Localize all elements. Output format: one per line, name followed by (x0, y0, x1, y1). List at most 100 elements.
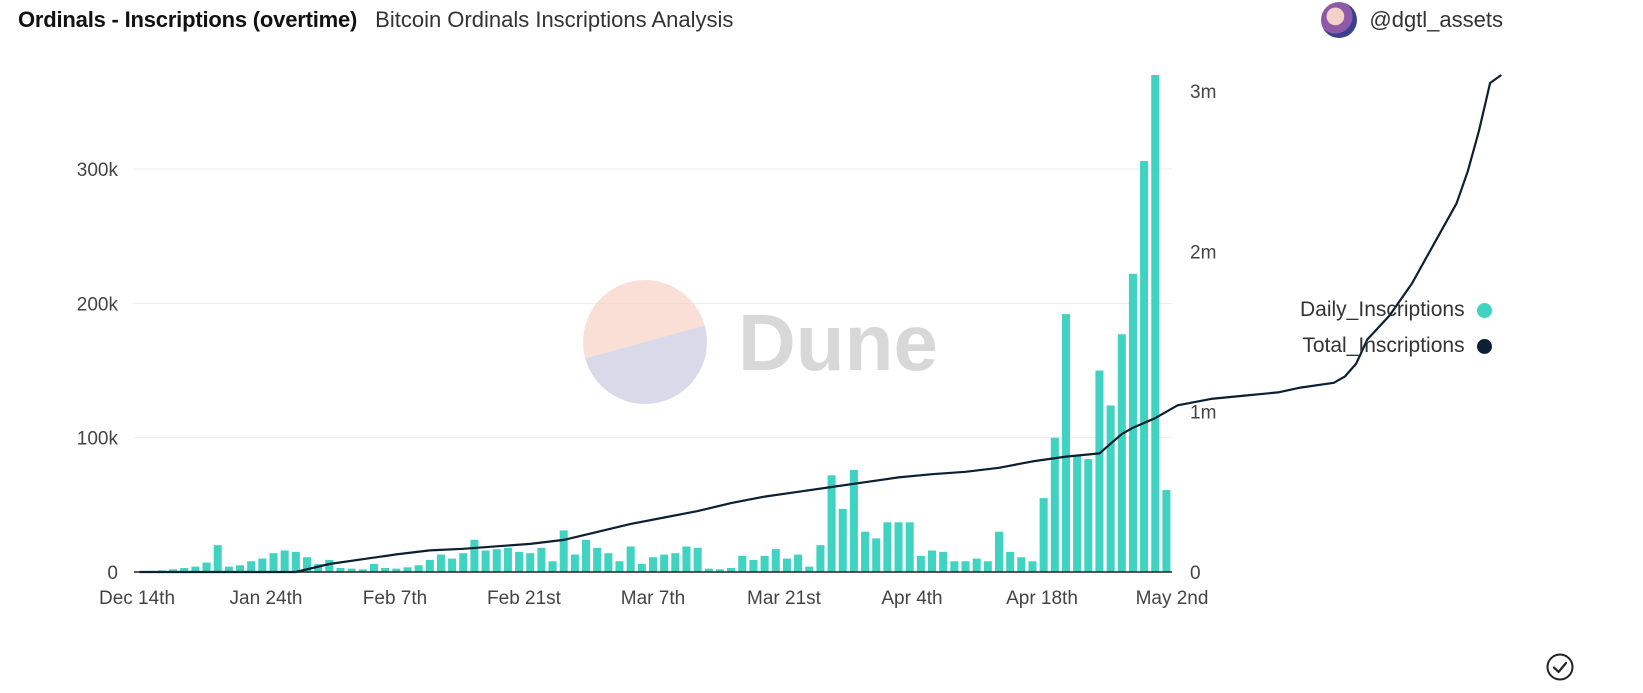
bar (582, 539, 591, 572)
bar (648, 557, 658, 572)
bar (325, 559, 334, 572)
x-tick-label: Feb 7th (363, 588, 427, 609)
author-badge[interactable]: @dgtl_assets (1321, 2, 1503, 38)
bar (202, 562, 211, 572)
bar (1128, 273, 1137, 572)
bar (425, 559, 434, 572)
y-left-tick-label: 100k (77, 429, 119, 450)
bar (515, 551, 524, 572)
x-tick-label: Apr 4th (881, 588, 942, 609)
bar (1140, 160, 1149, 572)
bar (794, 554, 803, 572)
bar (760, 555, 769, 572)
bar (1151, 75, 1160, 572)
bar (816, 545, 825, 572)
watermark-logo-bottom (585, 325, 707, 404)
bar (604, 553, 613, 572)
bar (191, 566, 200, 572)
legend-dot-daily (1476, 302, 1492, 318)
bar (682, 546, 691, 572)
bar (872, 538, 881, 572)
bar (782, 558, 791, 572)
bar (570, 554, 579, 572)
bar (615, 561, 624, 572)
bar (291, 551, 300, 572)
bar (693, 547, 702, 572)
bar (559, 530, 568, 572)
bar (1039, 498, 1048, 572)
bar (994, 531, 1004, 572)
bar (749, 559, 758, 572)
bar (805, 566, 814, 572)
bar (436, 554, 445, 572)
bar (939, 551, 948, 572)
bar (537, 547, 546, 572)
bar (727, 567, 736, 572)
bar (972, 558, 981, 572)
legend-item-total[interactable]: Total_Inscriptions (1300, 328, 1492, 364)
legend-item-daily[interactable]: Daily_Inscriptions (1300, 292, 1492, 328)
bar (247, 561, 256, 572)
bar (481, 550, 490, 572)
bar (671, 553, 680, 572)
check-circle-icon[interactable] (1545, 652, 1575, 682)
bar (738, 555, 747, 572)
bar (258, 558, 267, 572)
bar (1117, 334, 1126, 572)
bar (626, 546, 635, 572)
bar (347, 568, 356, 572)
bar (180, 567, 189, 572)
bar (715, 569, 724, 572)
x-tick-label: Mar 21st (747, 588, 822, 609)
x-tick-label: May 2nd (1136, 588, 1209, 609)
bar (448, 558, 457, 572)
y-right-tick-label: 0 (1190, 563, 1201, 584)
bar (883, 522, 892, 572)
bar (358, 569, 367, 572)
legend: Daily_Inscriptions Total_Inscriptions (1300, 292, 1492, 364)
y-right-tick-label: 1m (1190, 403, 1216, 424)
bar (336, 567, 345, 572)
bar (503, 547, 512, 572)
watermark-logo-top (583, 280, 705, 359)
bar (771, 549, 780, 572)
bar (983, 561, 992, 572)
bar (414, 565, 423, 572)
x-tick-label: Jan 24th (230, 588, 303, 609)
bar (1084, 459, 1093, 572)
x-tick-label: Apr 18th (1006, 588, 1078, 609)
y-right-tick-label: 3m (1190, 82, 1216, 103)
bar (392, 568, 401, 572)
bar (403, 567, 412, 572)
bar (905, 522, 914, 572)
bar (1162, 490, 1171, 572)
bar (593, 547, 602, 572)
bar (1050, 437, 1059, 572)
bar (1006, 551, 1015, 572)
chart-title: Ordinals - Inscriptions (overtime) (18, 7, 358, 32)
bar (1017, 557, 1026, 572)
bar (492, 549, 501, 572)
y-right-tick-label: 2m (1190, 242, 1216, 263)
bar (1095, 370, 1104, 572)
bar (381, 567, 390, 572)
bar (459, 553, 468, 572)
bar (269, 553, 278, 572)
bar (1073, 455, 1082, 572)
bar (838, 508, 847, 572)
author-name[interactable]: @dgtl_assets (1369, 7, 1503, 32)
bar (916, 555, 925, 572)
bar (894, 522, 903, 572)
bar (224, 566, 233, 572)
bar (827, 475, 836, 572)
bar (950, 561, 959, 572)
bar (1106, 405, 1115, 572)
bar (637, 563, 646, 572)
bar (314, 563, 323, 572)
bar (928, 550, 937, 572)
avatar-icon (1321, 2, 1358, 38)
bar (548, 561, 557, 572)
x-tick-label: Feb 21st (487, 588, 562, 609)
bar (470, 539, 479, 572)
